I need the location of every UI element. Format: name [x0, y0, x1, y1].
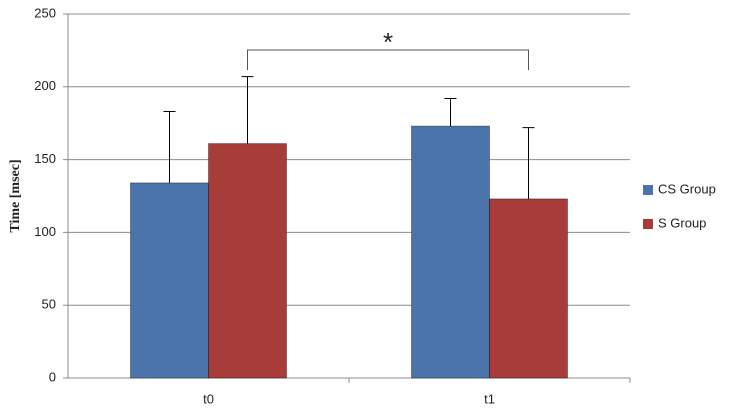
annotation: *: [383, 27, 393, 57]
significance-bracket: [247, 49, 529, 70]
bar: [130, 182, 209, 379]
bar: [489, 198, 568, 379]
error-bar: [163, 111, 176, 183]
bar: [411, 125, 490, 379]
legend-swatch: [643, 219, 653, 229]
y-tick-label: 250: [34, 5, 56, 20]
y-axis-title: Time [msec]: [8, 159, 23, 232]
y-tick-label: 200: [34, 78, 56, 93]
x-tick-label: t0: [203, 391, 214, 406]
error-bar: [241, 76, 254, 144]
legend-label: CS Group: [658, 181, 716, 196]
error-bar: [522, 127, 535, 199]
y-tick-label: 0: [49, 369, 56, 384]
bar: [208, 143, 287, 379]
legend-label: S Group: [658, 215, 706, 230]
legend-swatch: [643, 185, 653, 195]
error-bar: [444, 97, 457, 127]
x-tick-label: t1: [484, 391, 495, 406]
y-tick-label: 50: [42, 297, 56, 312]
y-tick-label: 100: [34, 224, 56, 239]
y-tick-label: 150: [34, 151, 56, 166]
